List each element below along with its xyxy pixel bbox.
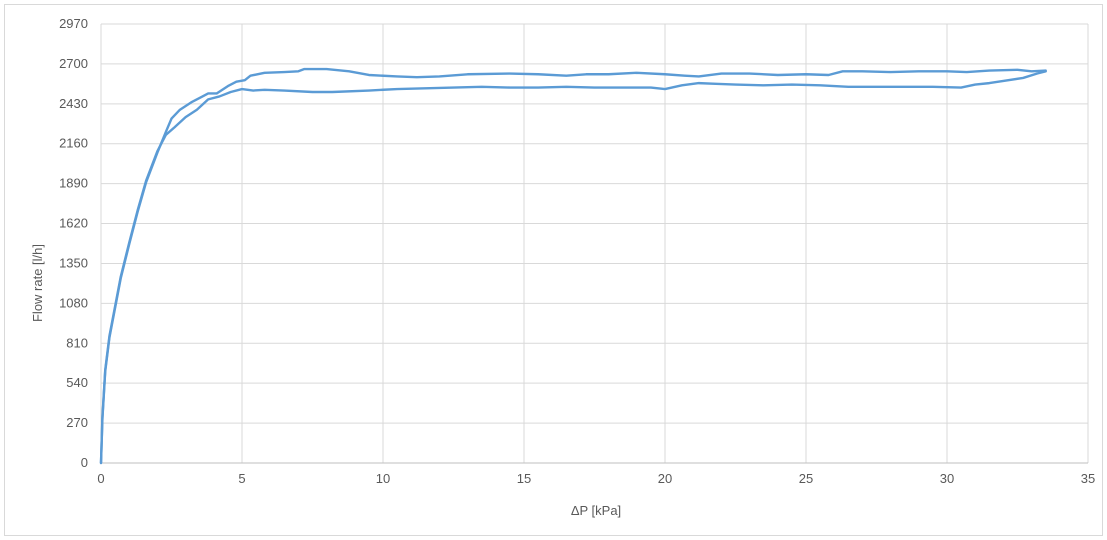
y-tick-label: 2430: [59, 96, 88, 111]
x-tick-labels: 0 5 10 15 20 25 30 35: [97, 471, 1095, 486]
y-tick-label: 1890: [59, 176, 88, 191]
x-tick-label: 15: [517, 471, 531, 486]
x-tick-label: 25: [799, 471, 813, 486]
y-tick-label: 2970: [59, 16, 88, 31]
y-tick-label: 810: [66, 335, 88, 350]
series-line-2: [99, 70, 1047, 465]
y-tick-label: 0: [81, 455, 88, 470]
horizontal-gridlines: [101, 23, 1088, 424]
y-tick-label: 2160: [59, 136, 88, 151]
x-tick-label: 30: [940, 471, 954, 486]
y-axis-title: Flow rate [l/h]: [30, 244, 45, 322]
x-tick-label: 35: [1081, 471, 1095, 486]
x-tick-label: 5: [238, 471, 245, 486]
y-tick-label: 2700: [59, 56, 88, 71]
y-tick-label: 540: [66, 375, 88, 390]
y-tick-labels: 0 270 540 810 1080 1350 1620 1890 2160 2430 2700 29…: [59, 16, 88, 470]
chart-frame: [4, 4, 1103, 536]
y-tick-label: 1620: [59, 216, 88, 231]
series-line-1: [99, 67, 1047, 465]
vertical-gridlines: [241, 24, 1089, 463]
series-group: [99, 67, 1047, 465]
y-tick-label: 1080: [59, 295, 88, 310]
x-tick-label: 20: [658, 471, 672, 486]
y-tick-label: 270: [66, 415, 88, 430]
x-tick-label: 10: [376, 471, 390, 486]
y-tick-label: 1350: [59, 255, 88, 270]
axes: [100, 24, 1088, 464]
x-axis-title: ΔP [kPa]: [571, 503, 621, 518]
x-tick-label: 0: [97, 471, 104, 486]
